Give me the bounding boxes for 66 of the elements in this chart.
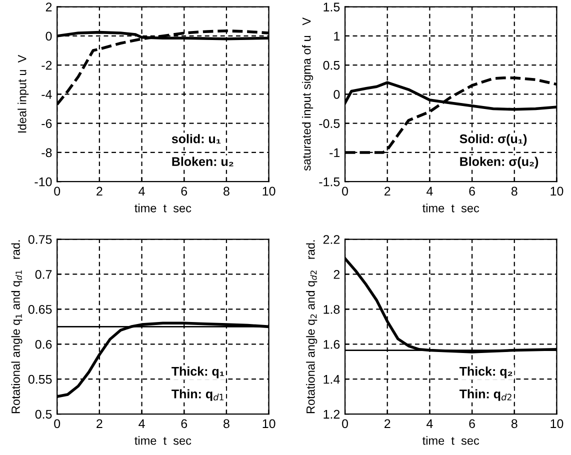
x-tick-label: 6 bbox=[181, 419, 188, 428]
y-axis-title: saturated input sigma of u V bbox=[302, 17, 314, 171]
annotation: solid: u₁ bbox=[172, 134, 221, 144]
x-axis-title: time t sec bbox=[422, 436, 480, 445]
x-tick-label: 6 bbox=[469, 419, 475, 428]
y-tick-label: -4 bbox=[42, 90, 52, 99]
x-tick-label: 6 bbox=[181, 186, 188, 196]
x-tick-label: 4 bbox=[138, 186, 145, 196]
x-tick-label: 10 bbox=[262, 419, 276, 428]
y-tick-label: 0.7 bbox=[35, 270, 52, 279]
x-tick-label: 10 bbox=[262, 186, 276, 196]
y-tick-label: 0.65 bbox=[28, 304, 52, 314]
y-tick-label: -1.5 bbox=[319, 178, 340, 186]
text: Rotational angle q$_{2}$ and q$_{d2}$ rad. bbox=[306, 240, 318, 414]
x-tick-label: 4 bbox=[138, 419, 145, 428]
x-tick-label: 8 bbox=[511, 186, 518, 196]
y-tick-label: -8 bbox=[42, 148, 52, 158]
y-tick-label: -6 bbox=[42, 119, 52, 128]
y-tick-label: 2 bbox=[46, 2, 52, 12]
y-tick-label: 2 bbox=[334, 270, 340, 279]
y-tick-label: -0.5 bbox=[319, 119, 340, 128]
annotation: Thin: q$_{d1}$ bbox=[172, 389, 224, 401]
y-tick-label: 0.75 bbox=[28, 235, 52, 244]
x-tick-label: 8 bbox=[511, 419, 518, 428]
x-tick-label: 2 bbox=[96, 419, 102, 428]
x-tick-label: 0 bbox=[54, 186, 60, 196]
annotation: Bloken: u₂ bbox=[172, 156, 234, 166]
y-tick-label: 1.4 bbox=[324, 375, 340, 384]
x-axis-title: time t sec bbox=[422, 204, 480, 212]
x-tick-label: 0 bbox=[342, 419, 348, 428]
y-tick-label: 1.5 bbox=[324, 2, 340, 12]
x-tick-label: 0 bbox=[342, 186, 348, 196]
x-tick-label: 4 bbox=[426, 419, 433, 428]
y-tick-label: 0.55 bbox=[28, 374, 52, 384]
x-tick-label: 2 bbox=[384, 186, 390, 196]
y-tick-label: 2.2 bbox=[323, 235, 340, 244]
x-tick-label: 2 bbox=[384, 419, 390, 428]
text: Rotational angle q$_{1}$ and q$_{d1}$ rad. bbox=[11, 240, 22, 414]
y-tick-label: 0 bbox=[46, 32, 52, 41]
y-tick-label: -10 bbox=[34, 177, 52, 186]
y-tick-label: 0.5 bbox=[35, 410, 52, 419]
x-axis-title: time t sec bbox=[134, 204, 192, 212]
x-tick-label: 8 bbox=[224, 186, 230, 196]
y-tick-label: 1.8 bbox=[324, 304, 340, 314]
y-tick-label: -2 bbox=[42, 60, 52, 70]
annotation: Thin: q$_{d2}$ bbox=[459, 389, 512, 401]
y-tick-label: 0.6 bbox=[35, 340, 52, 349]
y-tick-label: 1.2 bbox=[324, 410, 340, 419]
y-tick-label: 1 bbox=[334, 32, 340, 40]
y-tick-label: 1.6 bbox=[324, 340, 340, 349]
y-tick-label: -1 bbox=[330, 148, 340, 157]
y-tick-label: 0.5 bbox=[323, 60, 340, 70]
x-tick-label: 0 bbox=[54, 419, 60, 428]
x-tick-label: 2 bbox=[96, 186, 102, 196]
annotation: Thick: q₁ bbox=[172, 366, 224, 378]
x-tick-label: 10 bbox=[550, 186, 564, 196]
x-tick-label: 10 bbox=[550, 419, 564, 428]
x-tick-label: 4 bbox=[426, 186, 433, 196]
x-tick-label: 8 bbox=[224, 419, 230, 428]
annotation: Bloken: σ(u₂) bbox=[460, 156, 538, 168]
annotation: Solid: σ(u₁) bbox=[460, 134, 527, 146]
y-axis-title: Ideal input u V bbox=[18, 54, 29, 132]
x-axis-title: time t sec bbox=[134, 436, 192, 445]
y-tick-label: 0 bbox=[334, 90, 340, 99]
x-tick-label: 6 bbox=[469, 186, 475, 196]
annotation: Thick: q₂ bbox=[459, 366, 512, 378]
